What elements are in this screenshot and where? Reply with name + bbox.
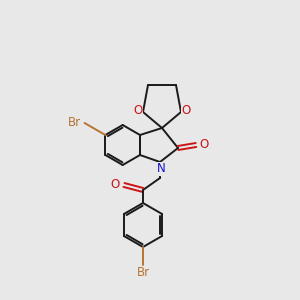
Text: N: N xyxy=(157,163,165,176)
Text: O: O xyxy=(134,104,142,118)
Text: O: O xyxy=(182,104,190,118)
Text: O: O xyxy=(110,178,120,190)
Text: Br: Br xyxy=(136,266,150,280)
Text: Br: Br xyxy=(68,116,81,128)
Text: O: O xyxy=(200,139,208,152)
